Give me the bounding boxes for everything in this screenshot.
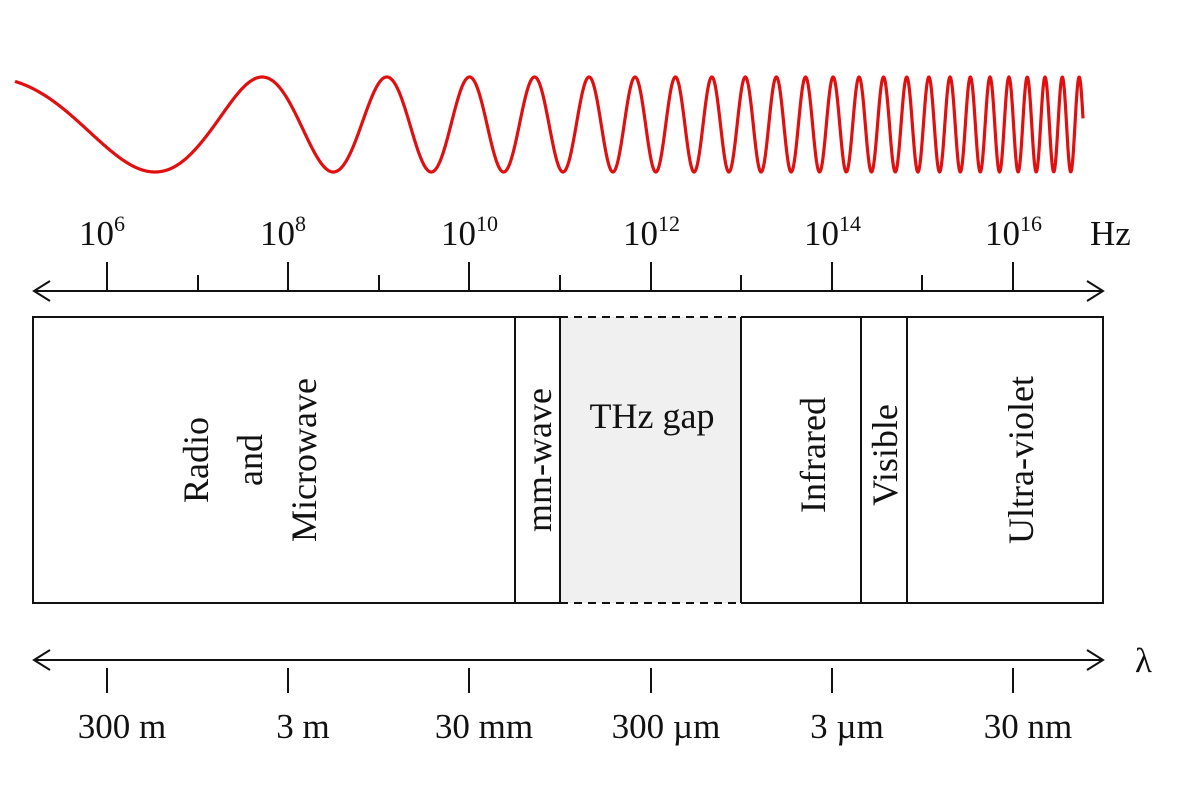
wavelength-labels: 300 m 3 m 30 mm 300 µm 3 µm 30 nm [78,707,1072,746]
wavelength-label: 300 m [78,707,166,746]
wavelength-unit: λ [1135,641,1152,680]
band-frame-right [741,316,1104,604]
wavelength-label: 300 µm [612,707,721,746]
band-frame-left [32,316,560,604]
wavelength-label: 30 nm [984,707,1072,746]
arrow-right-icon [1086,649,1105,671]
band-label-mm-wave: mm-wave [519,388,559,532]
frequency-label: 106 [79,211,125,253]
thz-gap-region [560,317,741,603]
band-label-microwave: Microwave [284,378,324,542]
frequency-labels: 106 108 1010 1012 1014 1016 [79,211,1042,253]
wavelength-label: 3 m [276,707,329,746]
spectrum-bands: Radio and Microwave mm-wave THz gap Infr… [32,316,1104,604]
arrow-right-icon [1086,280,1105,302]
band-label-visible: Visible [865,404,905,506]
band-label-thz-gap: THz gap [590,396,715,436]
wavelength-label: 30 mm [435,707,533,746]
frequency-label: 1010 [441,211,498,253]
band-label-and: and [230,434,270,486]
frequency-label: 1016 [985,211,1042,253]
band-label-infrared: Infrared [793,397,833,513]
frequency-label: 1014 [804,211,861,253]
frequency-label: 1012 [623,211,680,253]
chirped-wave [13,75,1085,174]
frequency-axis [32,262,1105,302]
frequency-unit: Hz [1090,214,1131,253]
arrow-left-icon [32,280,51,302]
band-label-ultraviolet: Ultra-violet [1001,376,1041,544]
wavelength-axis [32,649,1105,693]
band-label-radio: Radio [176,417,216,503]
arrow-left-icon [32,649,51,671]
wavelength-label: 3 µm [810,707,884,746]
frequency-label: 108 [260,211,306,253]
